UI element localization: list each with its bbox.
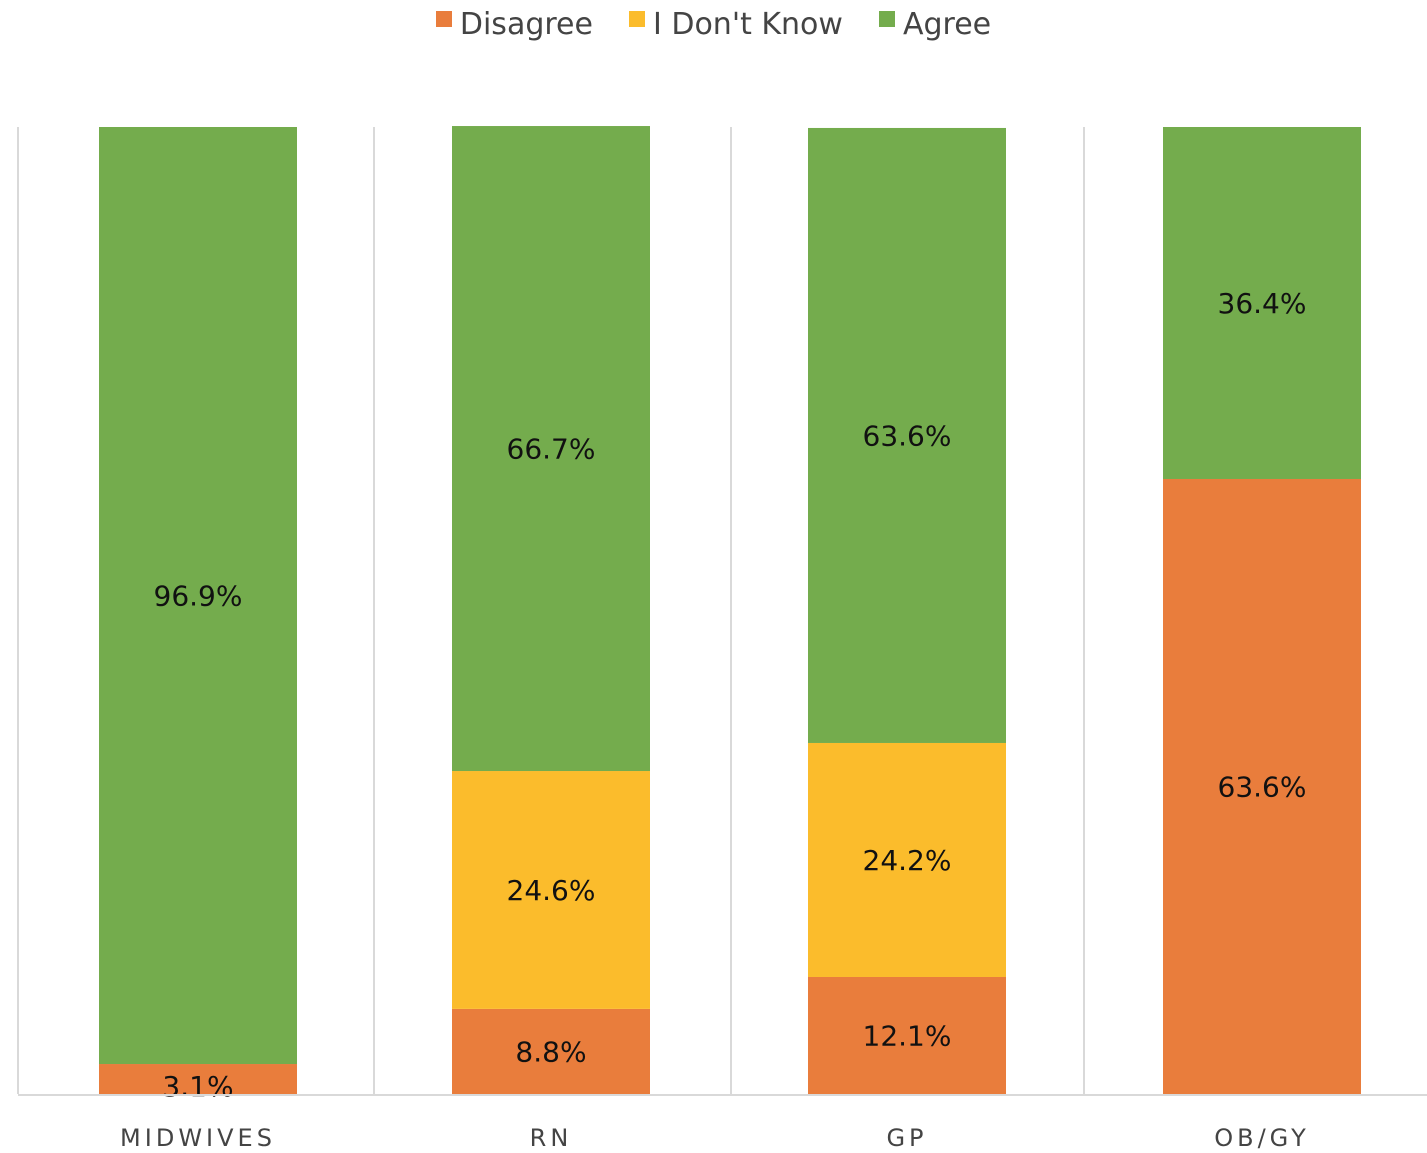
legend-label-i-don-t-know: I Don't Know [652, 6, 843, 42]
data-label-disagree-midwives: 3.1% [162, 1070, 233, 1103]
bar-segment-disagree-rn [452, 1008, 650, 1094]
bar-segment-disagree-midwives [99, 1064, 297, 1094]
legend-swatch-agree [878, 11, 895, 27]
category-label-gp: GP [886, 1124, 927, 1152]
bar-segment-agree-midwives [99, 127, 297, 1065]
category-label-rn: RN [530, 1124, 573, 1152]
legend-item-agree: Agree [878, 6, 992, 42]
chart-legend: Disagree I Don't Know Agree [0, 2, 1427, 46]
bar-segment-i-don-t-know-gp [808, 742, 1006, 977]
bar-segment-i-don-t-know-rn [452, 771, 650, 1009]
data-label-agree-midwives: 96.9% [154, 580, 243, 613]
bar-segment-disagree-gp [808, 976, 1006, 1094]
legend-swatch-disagree [435, 11, 452, 27]
legend-label-disagree: Disagree [459, 6, 593, 42]
bar-segment-agree-ob-gy [1163, 127, 1361, 479]
data-label-agree-ob-gy: 36.4% [1218, 287, 1307, 320]
data-label-disagree-rn: 8.8% [515, 1035, 586, 1068]
data-label-disagree-gp: 12.1% [863, 1019, 952, 1052]
category-label-midwives: MIDWIVES [120, 1124, 276, 1152]
bar-segment-agree-rn [452, 126, 650, 772]
data-label-i-don-t-know-gp: 24.2% [863, 844, 952, 877]
legend-item-i-don-t-know: I Don't Know [628, 6, 843, 42]
category-label-ob-gy: OB/GY [1214, 1124, 1310, 1152]
legend-label-agree: Agree [902, 6, 992, 42]
legend-swatch-i-don-t-know [628, 11, 645, 27]
legend-item-disagree: Disagree [435, 6, 593, 42]
data-label-disagree-ob-gy: 63.6% [1218, 770, 1307, 803]
bar-segment-disagree-ob-gy [1163, 478, 1361, 1094]
bar-segment-agree-gp [808, 127, 1006, 743]
data-label-agree-gp: 63.6% [863, 419, 952, 452]
data-label-i-don-t-know-rn: 24.6% [507, 874, 596, 907]
data-label-agree-rn: 66.7% [507, 433, 596, 466]
